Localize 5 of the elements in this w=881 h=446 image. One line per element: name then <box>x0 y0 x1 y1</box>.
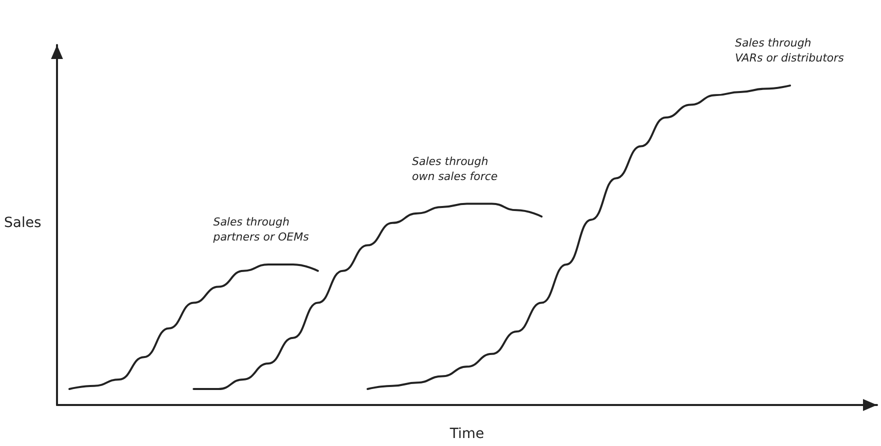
annotation: Sales through partners or OEMs <box>212 215 310 244</box>
y-axis-title: Sales <box>4 215 42 231</box>
annotation: Sales through own sales force <box>412 154 498 183</box>
text: Sales through VARs or distributors <box>735 36 844 65</box>
x-axis-title: Time <box>448 426 484 442</box>
